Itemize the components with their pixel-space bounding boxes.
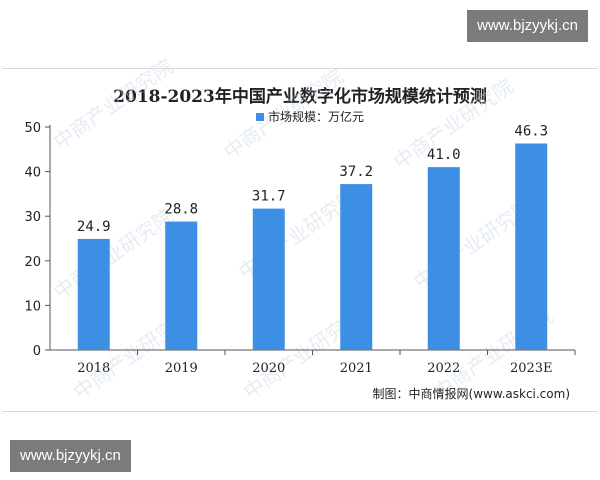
url-watermark-top: www.bjzyykj.cn — [467, 10, 588, 42]
y-tick-label: 30 — [24, 210, 41, 225]
watermark-text: 中商产业研究院 — [49, 204, 177, 304]
x-tick-label: 2019 — [165, 361, 198, 376]
x-tick-label: 2021 — [340, 361, 373, 376]
x-tick-label: 2023E — [510, 361, 553, 376]
legend-label: 市场规模：万亿元 — [268, 109, 364, 124]
bar-value-label: 31.7 — [252, 189, 286, 205]
bar — [252, 208, 285, 350]
chart-title: 2018-2023年中国产业数字化市场规模统计预测 — [113, 87, 487, 107]
x-tick-label: 2018 — [77, 361, 110, 376]
legend-swatch — [256, 113, 264, 121]
y-tick-label: 10 — [24, 299, 41, 314]
bar-value-label: 37.2 — [339, 164, 373, 180]
y-tick-label: 20 — [24, 255, 41, 270]
bar-value-label: 46.3 — [514, 124, 548, 140]
x-tick-label: 2020 — [252, 361, 285, 376]
y-tick-label: 50 — [24, 121, 41, 136]
bar — [515, 143, 548, 350]
y-tick-label: 40 — [24, 166, 41, 181]
bar-value-label: 41.0 — [427, 147, 461, 163]
url-watermark-bottom: www.bjzyykj.cn — [10, 440, 131, 472]
bar — [427, 167, 460, 350]
watermark-text: 中商产业研究院 — [49, 54, 177, 154]
source-credit: 制图：中商情报网(www.askci.com) — [372, 387, 570, 401]
y-tick-label: 0 — [33, 344, 41, 359]
bar-value-label: 28.8 — [164, 202, 198, 218]
bar-value-label: 24.9 — [77, 219, 111, 235]
bar — [340, 184, 373, 350]
bar — [165, 221, 198, 350]
bar — [77, 238, 110, 350]
x-tick-label: 2022 — [427, 361, 460, 376]
